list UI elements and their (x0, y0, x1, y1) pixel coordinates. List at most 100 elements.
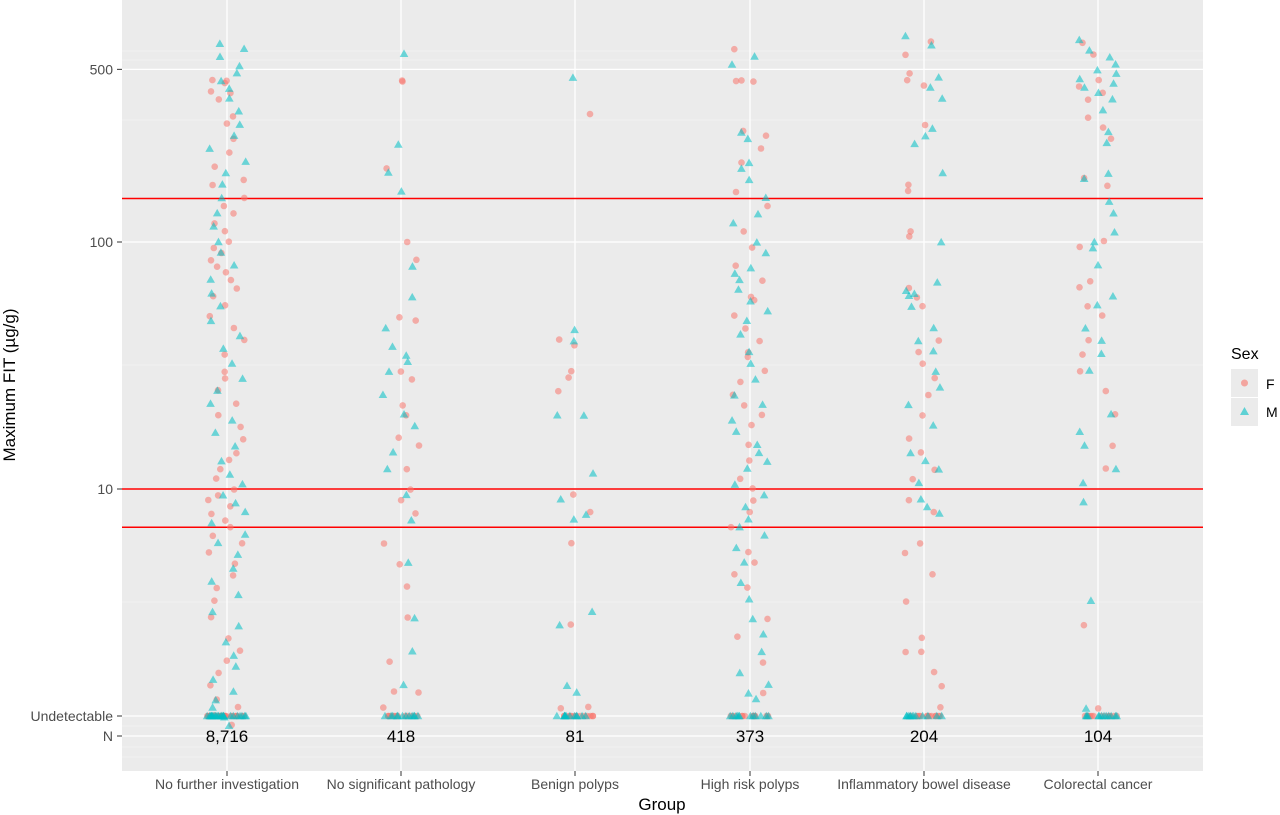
point-m (552, 411, 562, 419)
point-m-undetectable (380, 711, 390, 720)
point-m (744, 689, 753, 697)
point-f (751, 559, 758, 566)
point-m (929, 346, 938, 355)
point-f (1104, 182, 1111, 190)
point-f (557, 705, 565, 712)
point-m (212, 208, 222, 217)
point-f (907, 228, 914, 235)
x-tick-label: High risk polyps (701, 776, 800, 792)
legend-symbols (1240, 379, 1249, 415)
point-f (921, 121, 929, 129)
point-f (1079, 351, 1086, 358)
point-f (565, 374, 572, 381)
point-f (918, 648, 925, 656)
point-m (407, 516, 416, 524)
point-m (228, 564, 238, 572)
point-m (728, 218, 738, 227)
point-m (207, 518, 216, 527)
point-m (763, 306, 772, 315)
point-m (231, 662, 241, 670)
point-m (914, 336, 923, 345)
point-m (231, 498, 240, 507)
point-f (207, 88, 215, 95)
point-f (215, 669, 222, 677)
point-m (403, 357, 413, 366)
y-axis: Undetectable 10 100 500 N (30, 61, 122, 744)
y-tick-label: 10 (97, 481, 113, 497)
point-m (732, 543, 741, 552)
point-f (906, 233, 913, 240)
point-f (734, 633, 741, 640)
point-f (415, 442, 423, 449)
point-f (935, 337, 943, 344)
point-m (410, 613, 419, 622)
point-m (761, 193, 771, 201)
legend-circle-icon (1241, 379, 1248, 387)
point-m (751, 375, 760, 383)
point-m (929, 323, 938, 332)
point-m (235, 120, 245, 128)
point-m (901, 31, 910, 40)
point-m-undetectable (1082, 711, 1092, 720)
x-axis-title: Group (638, 795, 685, 814)
point-m (206, 275, 215, 283)
point-m (218, 180, 227, 188)
point-m (921, 456, 930, 465)
point-m (217, 193, 226, 202)
point-m (587, 607, 597, 615)
point-m (928, 421, 938, 429)
x-tick-label: Inflammatory bowel disease (837, 776, 1011, 792)
x-tick-label: No significant pathology (327, 776, 476, 792)
point-f (217, 465, 224, 473)
point-m-undetectable (401, 711, 411, 720)
point-m (225, 94, 234, 102)
point-m (209, 222, 218, 230)
point-f (737, 378, 744, 386)
point-f (403, 583, 411, 590)
point-f (390, 688, 398, 695)
point-m (394, 140, 403, 148)
point-f-undetectable (589, 712, 597, 720)
point-m (1094, 88, 1103, 97)
point-f (919, 302, 926, 310)
point-m (922, 502, 932, 511)
point-m (750, 52, 759, 60)
point-m (928, 124, 937, 132)
point-m-undetectable (572, 711, 582, 720)
point-m (581, 510, 591, 518)
point-m (1074, 35, 1084, 44)
point-f (732, 77, 740, 85)
point-m (232, 68, 242, 77)
point-m (735, 275, 744, 284)
legend-label-m: M (1266, 404, 1278, 420)
point-f (408, 376, 416, 383)
point-f (399, 402, 407, 409)
point-m (1079, 497, 1088, 506)
point-m (410, 421, 420, 430)
point-f (225, 238, 233, 245)
point-f (744, 584, 751, 591)
point-f (215, 411, 222, 419)
point-f (902, 648, 909, 656)
point-m (235, 61, 244, 70)
point-m (914, 478, 924, 487)
point-m (206, 316, 216, 325)
point-f (901, 549, 909, 557)
point-f (762, 132, 770, 139)
count-label: 104 (1084, 727, 1112, 746)
point-m (736, 578, 746, 587)
point-f (742, 325, 749, 332)
point-f (1084, 303, 1091, 310)
point-f (759, 277, 766, 285)
point-f (918, 634, 926, 642)
point-m (216, 76, 226, 85)
point-f (904, 187, 912, 195)
x-tick-label: No further investigation (155, 776, 299, 792)
point-f (208, 510, 215, 518)
point-f (738, 159, 745, 166)
point-f (902, 598, 910, 605)
point-f (230, 486, 238, 493)
point-m (224, 84, 234, 92)
point-f (207, 613, 215, 621)
